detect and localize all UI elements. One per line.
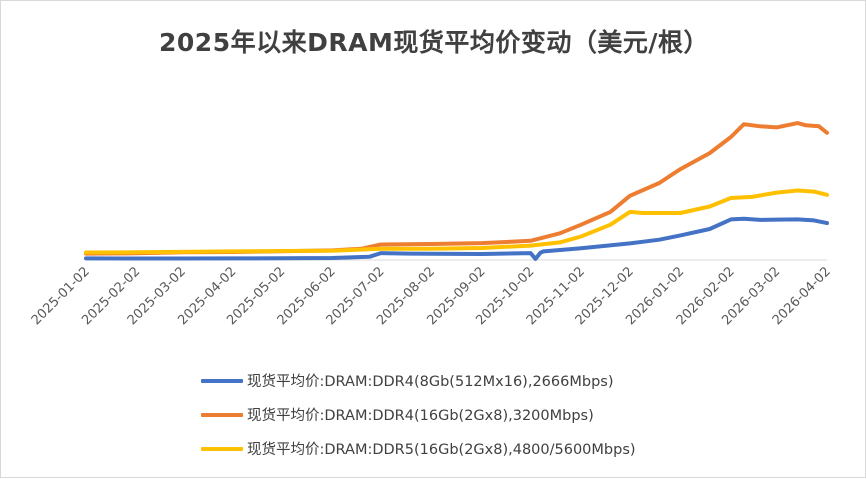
chart-title: 2025年以来DRAM现货平均价变动（美元/根） [159,28,709,57]
legend-label: 现货平均价:DRAM:DDR5(16Gb(2Gx8),4800/5600Mbps… [247,442,636,458]
series-group [84,121,829,261]
series-line-2 [84,121,829,256]
legend-swatch [201,413,243,417]
legend-label: 现货平均价:DRAM:DDR4(16Gb(2Gx8),3200Mbps) [247,408,594,424]
series-line-3 [84,188,829,255]
series-line-1 [84,216,829,261]
legend-swatch [201,447,243,451]
legend-swatch [201,379,243,383]
legend-label: 现货平均价:DRAM:DDR4(8Gb(512Mx16),2666Mbps) [247,374,614,390]
x-tick-labels: 2025-01-022025-02-022025-03-022025-04-02… [29,264,834,328]
